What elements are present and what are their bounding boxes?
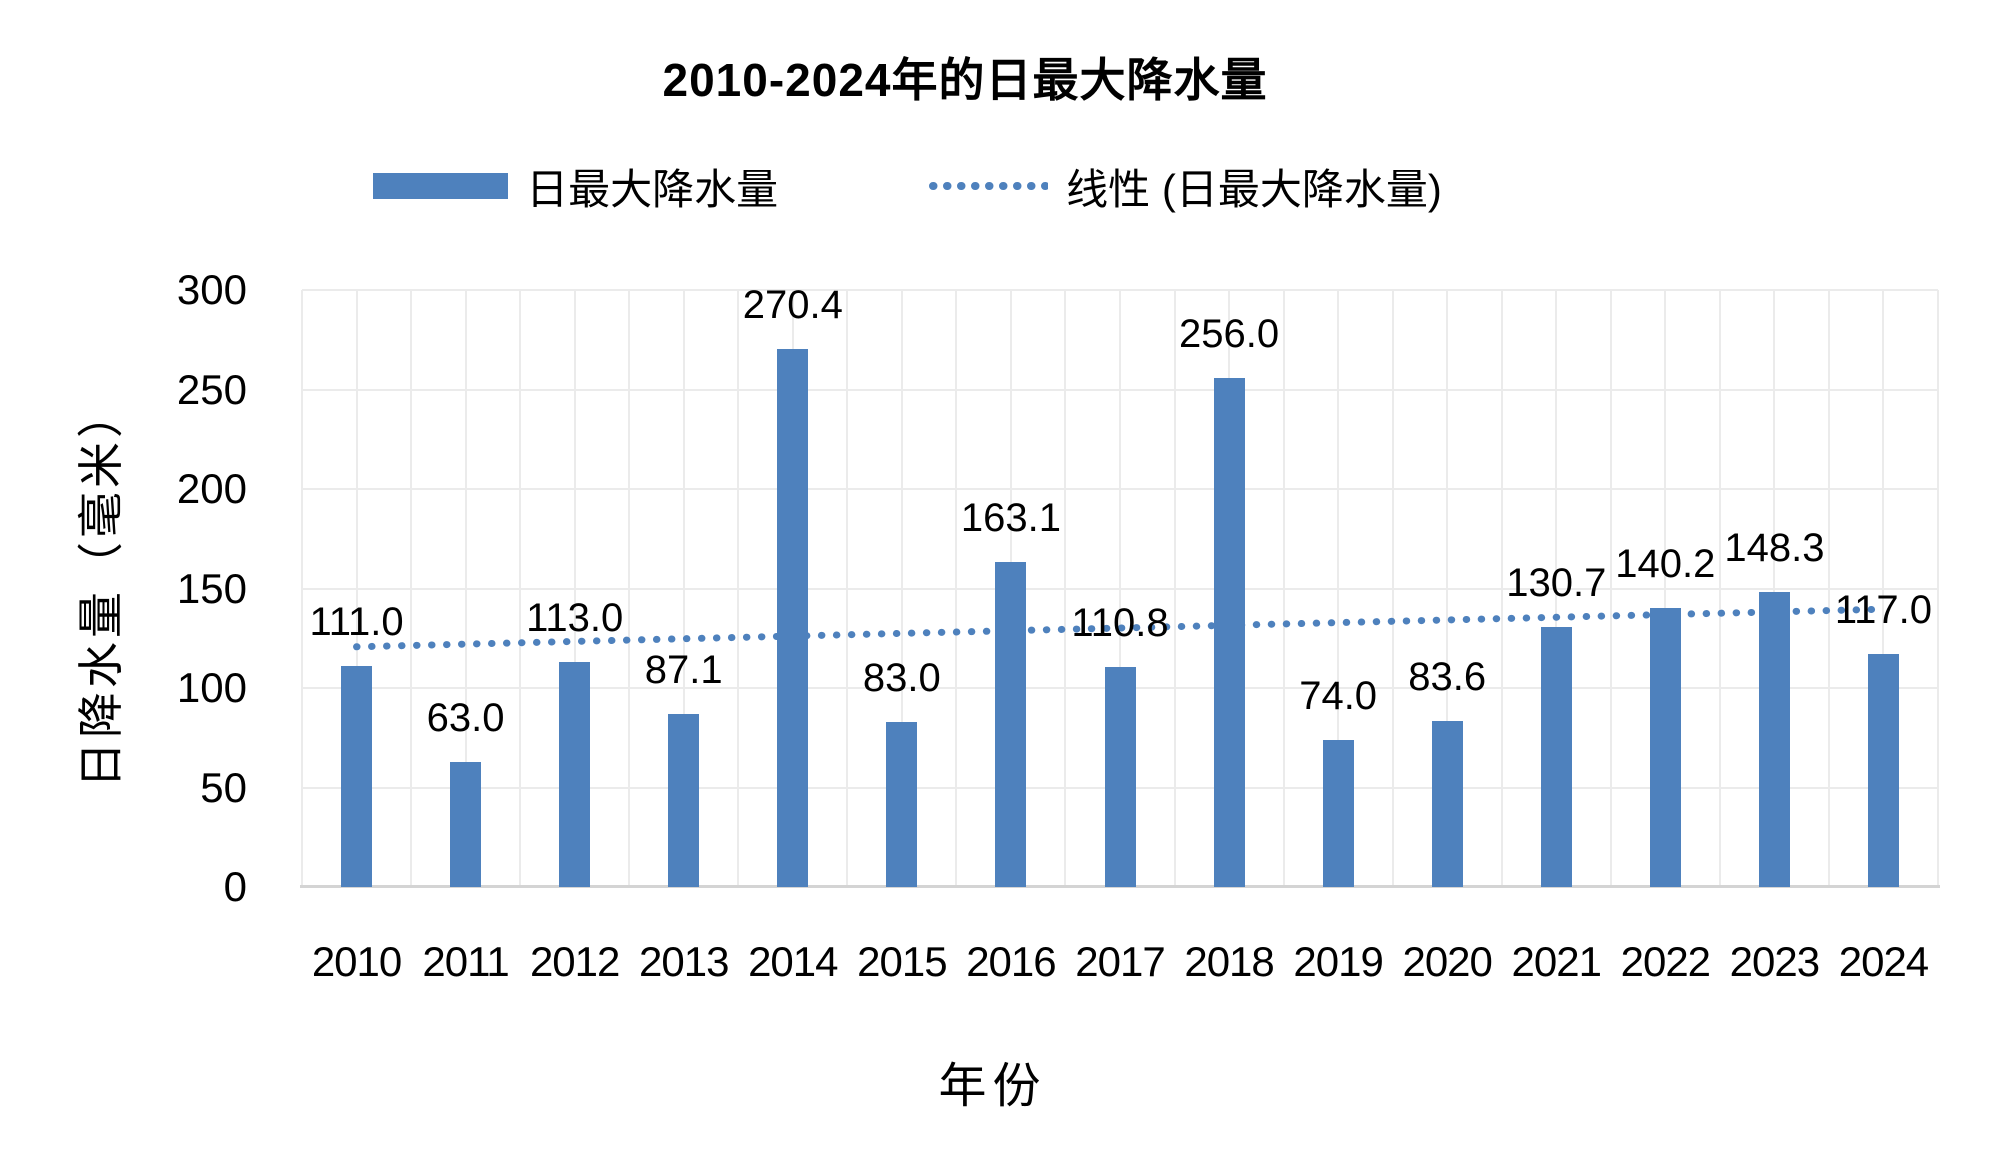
y-tick-label: 300 (176, 266, 247, 313)
x-tick-label: 2016 (966, 938, 1056, 985)
x-tick-label: 2013 (639, 938, 729, 985)
x-tick-label: 2021 (1511, 938, 1602, 985)
bar-data-label: 117.0 (1834, 588, 1933, 633)
bar-data-label: 111.0 (309, 600, 404, 645)
bar-data-label: 163.1 (960, 496, 1061, 541)
gridline-horizontal (302, 289, 1938, 291)
bar-data-label: 140.2 (1615, 542, 1716, 587)
bar-data-label: 270.4 (742, 282, 843, 327)
trendline (353, 605, 1887, 651)
x-tick-label: 2023 (1729, 938, 1820, 985)
x-tick-label: 2017 (1075, 938, 1165, 985)
y-axis-title: 日降水量（毫米） (75, 388, 127, 788)
x-tick-label: 2012 (529, 938, 620, 985)
y-tick-label: 150 (176, 564, 247, 612)
y-tick-label: 100 (176, 664, 247, 711)
bar (1322, 739, 1354, 887)
gridline-vertical (1937, 290, 1939, 887)
bar (995, 562, 1027, 887)
chart-title: 2010-2024年的日最大降水量 (662, 54, 1268, 106)
bar-data-label: 83.0 (862, 655, 941, 700)
bar-data-label: 148.3 (1724, 525, 1825, 570)
y-tick-label: 0 (223, 863, 247, 910)
legend-item-series: 日最大降水量 (373, 156, 778, 217)
bar (1867, 654, 1899, 887)
gridline-horizontal (302, 488, 1938, 490)
x-tick-label: 2010 (311, 938, 402, 985)
bar (1104, 666, 1136, 887)
legend: 日最大降水量 线性 (日最大降水量) (0, 158, 1815, 214)
bar-data-label: 256.0 (1179, 311, 1280, 356)
y-tick-label: 200 (176, 465, 247, 512)
y-tick-label: 50 (200, 763, 247, 811)
x-tick-label: 2024 (1838, 938, 1929, 985)
bar-data-label: 83.6 (1408, 654, 1487, 699)
legend-item-trendline: 线性 (日最大降水量) (928, 156, 1442, 217)
x-axis-title: 年份 (938, 1060, 1047, 1113)
bar (777, 348, 809, 887)
x-tick-label: 2019 (1293, 938, 1383, 985)
gridline-horizontal (302, 388, 1938, 391)
gridline-horizontal (302, 587, 1938, 590)
bar (1213, 377, 1245, 887)
x-tick-label: 2015 (857, 938, 947, 985)
x-tick-label: 2018 (1184, 938, 1274, 985)
bar-data-label: 87.1 (644, 647, 723, 692)
bar (450, 761, 482, 887)
bar (1540, 626, 1572, 887)
x-tick-label: 2020 (1402, 938, 1492, 985)
bar-data-label: 110.8 (1071, 600, 1169, 645)
plot-area: 111.0 63.0 113.0 87.1 270.4 83.0 163.1 110.8 256… (300, 285, 1940, 888)
dotted-line-icon (929, 182, 1049, 190)
x-tick-label: 2011 (422, 938, 509, 985)
x-tick-label: 2022 (1620, 938, 1711, 985)
bar (1431, 720, 1463, 887)
bar-data-label: 130.7 (1506, 560, 1607, 605)
bar (1758, 591, 1790, 887)
bar (668, 713, 700, 887)
bar (341, 666, 373, 887)
x-tick-label: 2014 (748, 938, 838, 985)
legend-series-label: 日最大降水量 (526, 165, 779, 213)
y-tick-label: 250 (176, 365, 247, 413)
bar (886, 721, 918, 887)
bar (559, 662, 591, 887)
bar-data-label: 63.0 (426, 695, 505, 740)
bar-data-label: 74.0 (1299, 673, 1378, 718)
bar-swatch-icon (373, 173, 509, 199)
bar (1649, 608, 1681, 887)
legend-trendline-label: 线性 (日最大降水量) (1066, 165, 1442, 213)
bar-data-label: 113.0 (526, 596, 624, 641)
